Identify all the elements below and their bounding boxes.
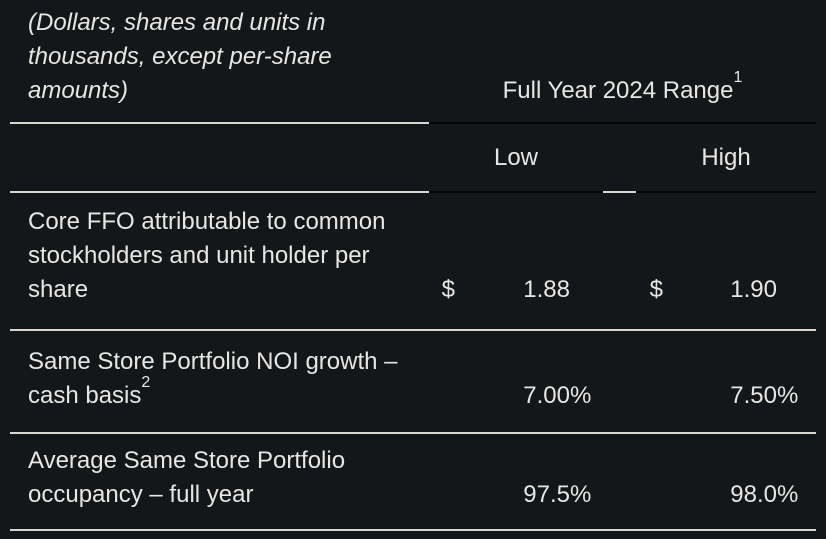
column-gap-spacer: [603, 330, 636, 434]
high-currency-symbol: [636, 330, 667, 434]
low-currency-symbol: [429, 330, 459, 434]
low-value: 97.5: [459, 433, 570, 531]
column-header-low: Low: [429, 123, 603, 193]
high-value: 1.90: [667, 192, 777, 331]
column-gap-spacer: [603, 192, 636, 331]
row-footnote-marker: 2: [141, 373, 151, 391]
range-header-label: Full Year 2024 Range: [502, 77, 734, 104]
high-currency-symbol: [636, 433, 667, 531]
units-note: (Dollars, shares and units in thousands,…: [10, 0, 429, 124]
high-suffix: %: [777, 433, 817, 531]
range-header-cell: Full Year 2024 Range1: [429, 0, 817, 124]
high-suffix: [777, 192, 817, 331]
low-suffix: %: [570, 330, 603, 434]
low-currency-symbol: [429, 433, 459, 531]
table-row: Same Store Portfolio NOI growth – cash b…: [10, 330, 817, 434]
table-row: Core FFO attributable to common stockhol…: [10, 192, 817, 331]
column-gap-spacer: [603, 123, 636, 193]
row-label: Same Store Portfolio NOI growth – cash b…: [10, 330, 429, 434]
table-row: Average Same Store Portfolio occupancy –…: [10, 433, 817, 531]
column-gap-spacer: [603, 433, 636, 531]
low-value: 7.00: [459, 330, 570, 434]
row-label: Average Same Store Portfolio occupancy –…: [10, 433, 429, 531]
low-suffix: [570, 192, 603, 331]
header-row-range: (Dollars, shares and units in thousands,…: [10, 0, 817, 124]
low-currency-symbol: $: [429, 192, 459, 331]
low-suffix: %: [570, 433, 603, 531]
high-suffix: %: [777, 330, 817, 434]
high-value: 7.50: [667, 330, 777, 434]
column-header-high: High: [636, 123, 817, 193]
low-value: 1.88: [459, 192, 570, 331]
high-currency-symbol: $: [636, 192, 667, 331]
header-row-low-high: Low High: [10, 123, 817, 193]
range-footnote-marker: 1: [733, 68, 743, 86]
high-value: 98.0: [667, 433, 777, 531]
row-label: Core FFO attributable to common stockhol…: [10, 192, 429, 331]
label-column-spacer: [10, 123, 429, 193]
guidance-table: (Dollars, shares and units in thousands,…: [10, 0, 817, 531]
